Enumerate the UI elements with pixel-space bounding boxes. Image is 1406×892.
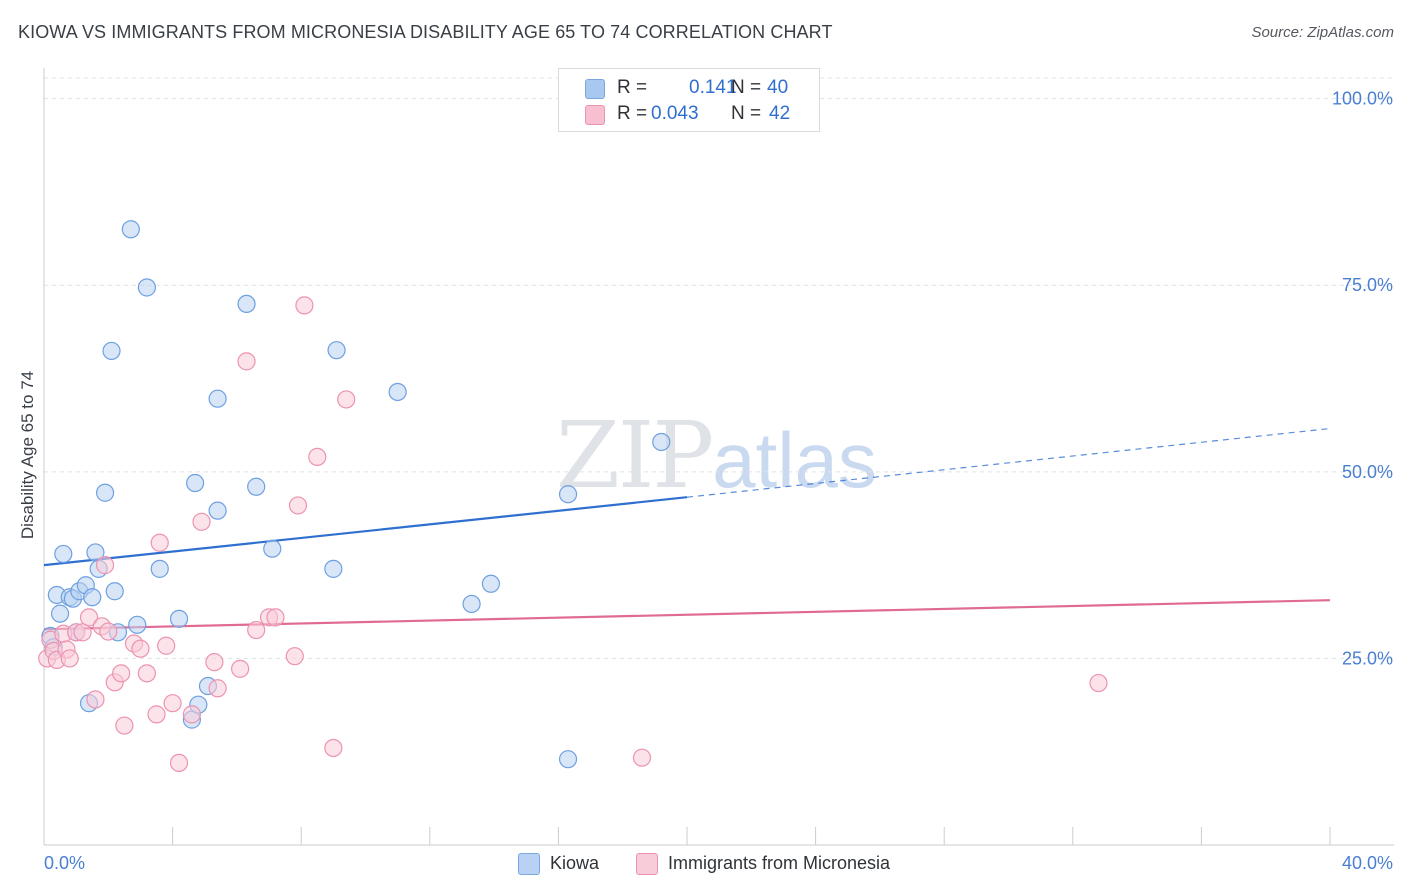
point-kiowa: [247, 477, 266, 496]
legend-r-label: R =: [617, 77, 648, 98]
watermark: ZIPatlas: [556, 402, 877, 509]
point-micronesia: [163, 694, 182, 713]
point-micronesia: [95, 556, 115, 575]
point-micronesia: [169, 753, 189, 773]
point-kiowa: [558, 750, 578, 769]
point-kiowa: [50, 604, 70, 623]
legend-r-label: R =: [617, 103, 648, 124]
point-micronesia: [208, 679, 227, 698]
point-kiowa: [324, 559, 343, 578]
point-kiowa: [208, 389, 227, 408]
point-micronesia: [131, 639, 150, 658]
point-kiowa: [83, 588, 102, 607]
point-kiowa: [237, 294, 256, 314]
legend-r-value: 0.043: [651, 103, 699, 124]
point-kiowa: [186, 473, 205, 493]
point-micronesia: [182, 705, 201, 724]
trend-lines: [43, 427, 1331, 631]
point-micronesia: [147, 705, 166, 724]
point-micronesia: [231, 659, 250, 678]
point-micronesia: [337, 390, 356, 409]
point-micronesia: [247, 620, 266, 640]
point-micronesia: [237, 352, 256, 371]
point-micronesia: [115, 716, 134, 735]
y-tick-label: 100.0%: [1332, 89, 1393, 109]
point-kiowa: [128, 615, 147, 634]
point-kiowa: [150, 559, 169, 578]
point-micronesia: [157, 636, 176, 655]
point-micronesia: [308, 447, 327, 467]
point-kiowa: [558, 485, 578, 504]
bottom-legend-swatch-micronesia: [636, 853, 658, 875]
point-micronesia: [288, 496, 308, 515]
point-kiowa: [327, 341, 346, 360]
point-kiowa: [652, 432, 671, 452]
y-axis-label: Disability Age 65 to 74: [18, 370, 37, 540]
bottom-legend-label-kiowa: Kiowa: [550, 853, 600, 873]
point-micronesia: [324, 738, 343, 758]
legend-swatch-kiowa: [585, 79, 605, 99]
legend-n-label: N =: [731, 103, 762, 124]
point-kiowa: [95, 483, 115, 502]
point-micronesia: [112, 664, 131, 683]
x-tick-label: 0.0%: [44, 853, 85, 873]
y-tick-label: 25.0%: [1342, 648, 1393, 668]
trend-extension-kiowa: [686, 427, 1331, 498]
point-micronesia: [266, 608, 285, 627]
chart-title: KIOWA VS IMMIGRANTS FROM MICRONESIA DISA…: [18, 22, 833, 42]
source-credit: Source: ZipAtlas.com: [1251, 24, 1394, 41]
point-micronesia: [205, 653, 224, 672]
point-kiowa: [121, 220, 140, 239]
data-points: [38, 220, 1108, 773]
point-kiowa: [208, 501, 227, 520]
bottom-legend-label-micronesia: Immigrants from Micronesia: [668, 853, 891, 873]
y-tick-label: 50.0%: [1342, 462, 1393, 482]
tick-labels: 25.0% 50.0% 75.0% 100.0% 0.0% 40.0%: [44, 89, 1393, 873]
point-micronesia: [632, 748, 652, 767]
point-micronesia: [79, 608, 99, 627]
point-micronesia: [137, 664, 156, 683]
point-kiowa: [263, 539, 282, 558]
legend-r-value: 0.141: [689, 77, 737, 98]
point-micronesia: [150, 533, 169, 552]
point-kiowa: [481, 574, 500, 593]
legend-n-value: 42: [769, 103, 791, 124]
point-kiowa: [388, 382, 407, 402]
point-micronesia: [1089, 673, 1108, 693]
legend-swatch-micronesia: [585, 105, 605, 125]
point-micronesia: [285, 647, 304, 666]
point-kiowa: [169, 609, 189, 628]
point-kiowa: [137, 278, 156, 297]
point-kiowa: [102, 341, 121, 361]
bottom-legend-swatch-kiowa: [518, 853, 540, 875]
point-kiowa: [54, 544, 73, 564]
correlation-legend: R = 0.141 N = 40 R = 0.043 N = 42: [558, 68, 820, 132]
legend-n-value: 40: [767, 77, 789, 98]
point-micronesia: [295, 296, 314, 315]
trend-line-micronesia: [43, 599, 1331, 631]
trend-line-kiowa: [43, 496, 688, 567]
watermark-zip: ZIP: [556, 402, 714, 509]
legend-n-label: N =: [731, 77, 762, 98]
point-kiowa: [105, 582, 124, 601]
point-micronesia: [99, 622, 118, 641]
point-micronesia: [86, 690, 105, 709]
x-tick-label: 40.0%: [1342, 853, 1393, 873]
point-micronesia: [60, 649, 79, 668]
watermark-atlas: atlas: [712, 416, 877, 504]
point-kiowa: [462, 594, 481, 614]
axes: [43, 68, 1394, 846]
y-tick-label: 75.0%: [1342, 275, 1393, 295]
point-micronesia: [192, 512, 211, 531]
